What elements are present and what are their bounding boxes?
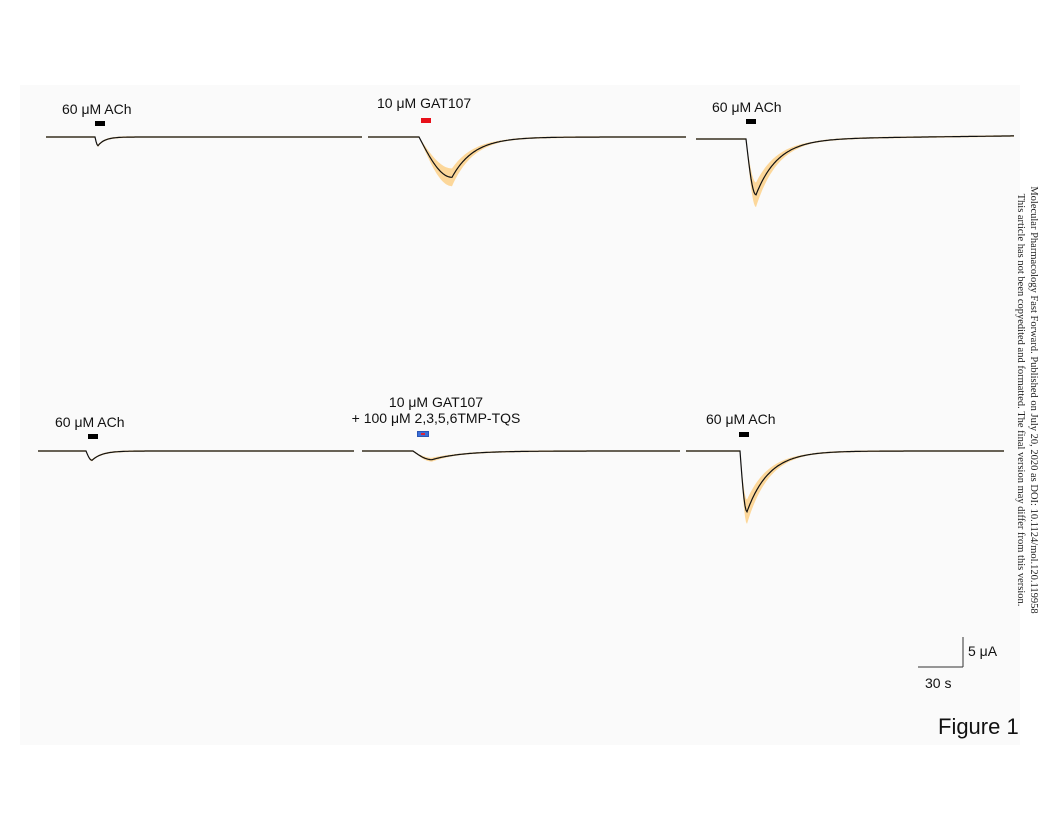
error-band-top-3 (696, 135, 1014, 208)
error-band-bottom-3 (686, 450, 1004, 524)
ach-application-bar (739, 432, 749, 437)
mean-trace-bottom-3 (686, 450, 1004, 514)
label-bottom-gat107: 10 μM GAT107 (388, 394, 484, 410)
label-top-gat107: 10 μM GAT107 (377, 95, 472, 111)
mean-trace-top-1 (46, 136, 362, 147)
ach-application-bar (88, 434, 98, 439)
side-note-line-1: Molecular Pharmacology Fast Forward. Pub… (1028, 186, 1039, 614)
error-band-bottom-1 (38, 450, 354, 462)
error-band-top-1 (46, 136, 362, 147)
ach-application-bar (746, 119, 756, 124)
label-top-ach-1: 60 μM ACh (62, 101, 132, 117)
mean-trace-top-3 (696, 135, 1014, 196)
side-note-line-2: This article has not been copyedited and… (1015, 193, 1026, 607)
label-bottom-tqs: + 100 μM 2,3,5,6TMP-TQS (351, 410, 521, 426)
label-bottom-ach-2: 60 μM ACh (706, 411, 776, 427)
side-note: Molecular Pharmacology Fast Forward. Pub… (1010, 165, 1040, 635)
figure-caption: Figure 1 (938, 714, 1019, 739)
scale-current-label: 5 μA (968, 643, 998, 659)
mean-trace-top-2 (368, 136, 686, 178)
gat107-tqs-application-bar (417, 431, 429, 437)
label-top-ach-2: 60 μM ACh (712, 99, 782, 115)
scale-bar (918, 637, 964, 668)
gat107-application-bar (421, 118, 431, 123)
ach-application-bar (95, 121, 105, 126)
figure-panel (20, 85, 1020, 745)
label-bottom-ach-1: 60 μM ACh (55, 414, 125, 430)
scale-time-label: 30 s (925, 675, 952, 691)
mean-trace-bottom-1 (38, 450, 354, 461)
mean-trace-bottom-2 (362, 450, 680, 461)
error-band-top-2 (368, 136, 686, 187)
